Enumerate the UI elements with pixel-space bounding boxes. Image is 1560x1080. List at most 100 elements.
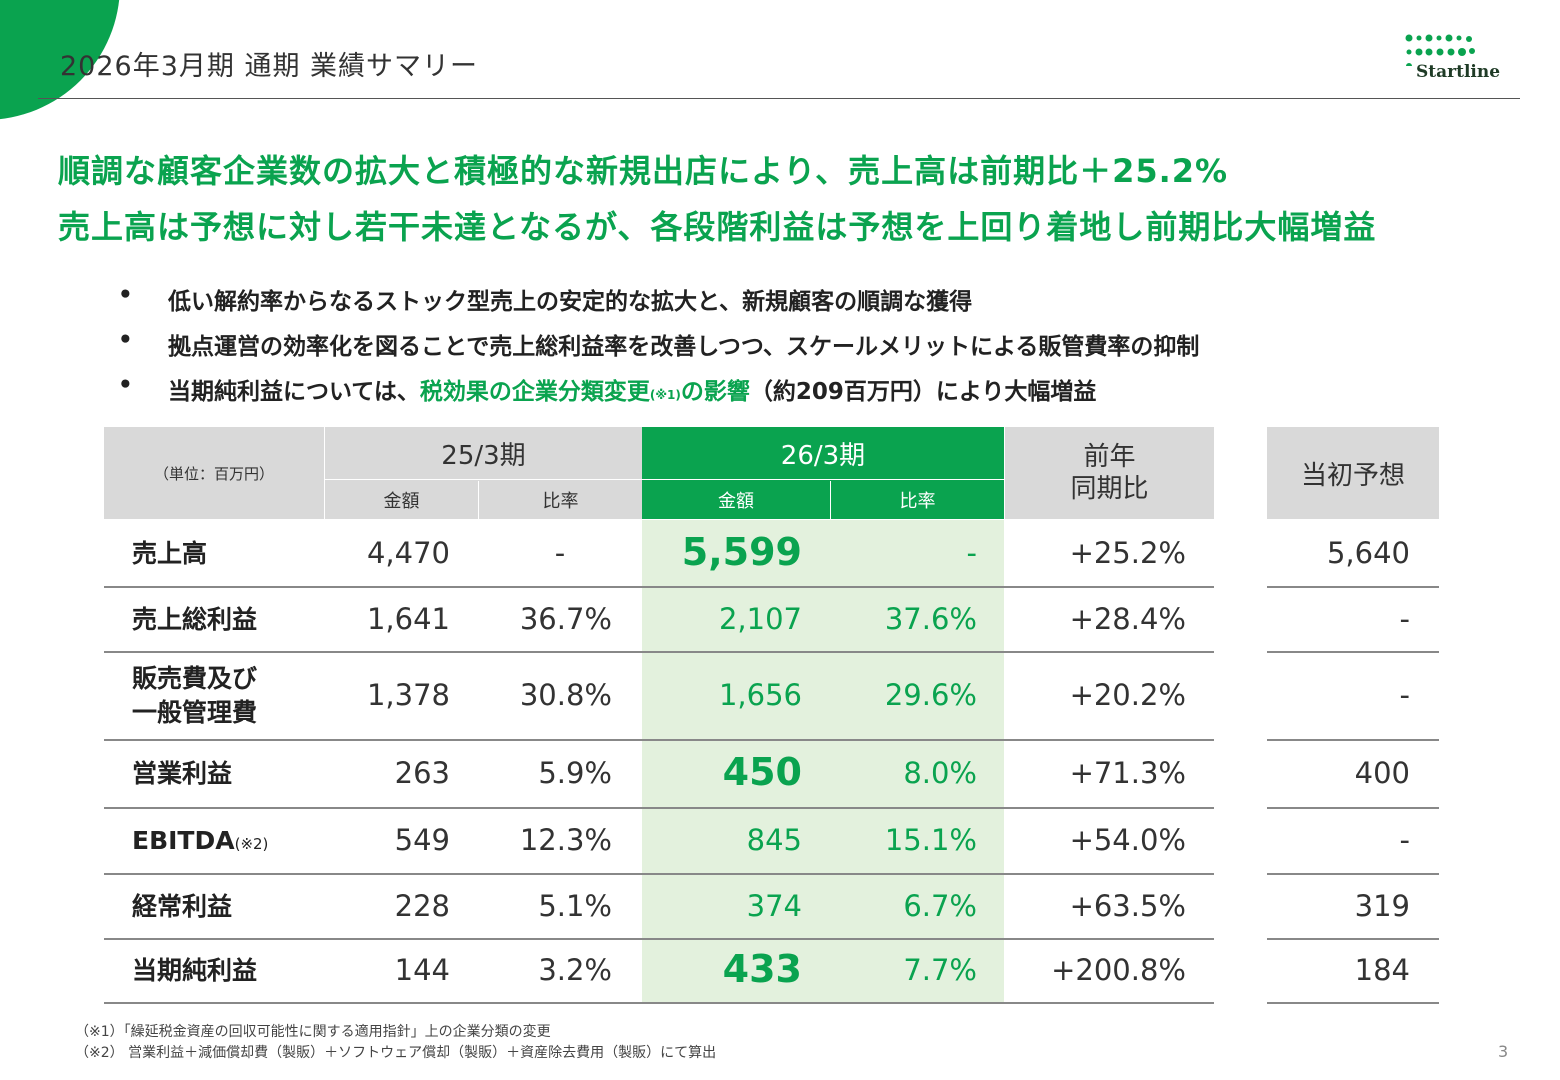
header-divider — [324, 427, 325, 519]
row-separator — [104, 873, 1214, 875]
row-label-text: EBITDA — [132, 826, 235, 855]
cell-curr-ratio: 6.7% — [903, 888, 977, 923]
cell-yoy: +63.5% — [1069, 888, 1186, 923]
unit-label: （単位：百万円） — [153, 464, 274, 483]
cell-prev-amount: 1,641 — [366, 601, 450, 636]
cell-prev-ratio: 3.2% — [538, 953, 612, 987]
row-label-text: 売上総利益 — [132, 604, 258, 634]
cell-curr-amount: 1,656 — [718, 678, 802, 712]
row-separator — [104, 938, 1214, 940]
headline-line-1: 順調な顧客企業数の拡大と積極的な新規出店により、売上高は前期比＋25.2% — [58, 152, 1229, 190]
column-header-yoy: 前年 同期比 — [1070, 442, 1149, 504]
cell-yoy: +200.8% — [1051, 953, 1186, 987]
footnote-1: （※1）「繰延税金資産の回収可能性に関する適用指針」上の企業分類の変更 — [75, 1024, 551, 1040]
bullet-text: 低い解約率からなるストック型売上の安定的な拡大と、新規顧客の順調な獲得 — [168, 289, 973, 315]
cell-prev-amount: 144 — [394, 953, 450, 987]
header-divider — [325, 479, 1004, 480]
row-label: 当期純利益 — [132, 954, 257, 988]
cell-curr-amount: 845 — [746, 823, 802, 857]
table-header-current — [642, 427, 1004, 519]
headline-line-2: 売上高は予想に対し若干未達となるが、各段階利益は予想を上回り着地し前期比大幅増益 — [58, 208, 1377, 246]
cell-prev-ratio: 5.9% — [538, 756, 612, 790]
row-separator — [1267, 807, 1439, 809]
row-label: 営業利益 — [132, 757, 232, 791]
subheader-ratio: 比率 — [899, 490, 936, 512]
header-divider — [478, 481, 479, 519]
row-label-text: 経常利益 — [132, 891, 233, 921]
cell-prev-ratio: - — [554, 535, 566, 570]
row-separator — [1267, 1002, 1439, 1004]
subheader-ratio: 比率 — [542, 490, 579, 512]
corner-decoration — [0, 0, 120, 120]
cell-prev-ratio: 36.7% — [519, 601, 612, 636]
bullet-marker: • — [118, 372, 133, 398]
row-label: 売上総利益 — [132, 603, 257, 637]
column-header-prev: 25/3期 — [441, 440, 526, 471]
row-label: EBITDA(※2) — [132, 824, 268, 861]
forecast-header — [1267, 427, 1439, 519]
row-separator — [1267, 938, 1439, 940]
row-label: 経常利益 — [132, 890, 232, 924]
footnote-2: （※2） 営業利益＋減価償却費（製販）＋ソフトウェア償却（製販）＋資産除去費用（… — [75, 1045, 717, 1061]
cell-forecast: - — [1399, 678, 1410, 712]
logo-text: Startline — [1416, 62, 1501, 82]
cell-forecast: 400 — [1354, 756, 1410, 790]
cell-curr-ratio: 8.0% — [903, 756, 977, 790]
cell-prev-amount: 4,470 — [366, 535, 450, 570]
bullet-text: 当期純利益については、税効果の企業分類変更(※1)の影響（約209百万円）により… — [168, 372, 1096, 406]
current-period-highlight — [642, 520, 1004, 1003]
bullet-text-part: 当期純利益については、 — [168, 379, 420, 405]
row-separator — [1267, 739, 1439, 741]
column-header-curr: 26/3期 — [780, 440, 866, 471]
cell-forecast: 319 — [1354, 888, 1410, 923]
bullet-marker: • — [118, 282, 133, 308]
cell-curr-ratio: 29.6% — [884, 678, 977, 712]
row-separator — [104, 1002, 1214, 1004]
header-divider — [830, 481, 831, 519]
cell-curr-amount: 450 — [722, 750, 802, 794]
row-separator — [1267, 873, 1439, 875]
cell-yoy: +25.2% — [1069, 535, 1186, 570]
bullet-highlight: 税効果の企業分類変更 — [419, 379, 650, 405]
row-separator — [1267, 586, 1439, 588]
cell-prev-amount: 1,378 — [366, 678, 450, 712]
cell-yoy: +28.4% — [1069, 601, 1186, 636]
column-header-forecast: 当初予想 — [1300, 460, 1405, 491]
row-label-text: 当期純利益 — [132, 956, 258, 985]
cell-curr-ratio: 37.6% — [884, 601, 977, 636]
row-separator — [104, 807, 1214, 809]
cell-curr-amount: 433 — [722, 947, 802, 991]
header-divider — [38, 98, 1520, 99]
cell-curr-amount: 2,107 — [718, 601, 802, 636]
subheader-amount: 金額 — [383, 490, 420, 512]
cell-curr-ratio: 7.7% — [903, 953, 977, 987]
cell-curr-amount: 374 — [746, 888, 802, 923]
logo-dots-icon — [1405, 34, 1475, 66]
cell-prev-amount: 263 — [394, 756, 450, 790]
row-label-note: (※2) — [234, 835, 269, 853]
cell-curr-ratio: - — [966, 535, 977, 570]
cell-forecast: 184 — [1354, 953, 1410, 987]
row-separator — [104, 739, 1214, 741]
cell-forecast: - — [1399, 601, 1410, 636]
row-label-text: 販売費及び 一般管理費 — [132, 664, 258, 727]
cell-forecast: - — [1399, 823, 1410, 857]
startline-logo: Startline — [1400, 32, 1515, 88]
cell-prev-ratio: 5.1% — [538, 888, 612, 923]
bullet-text: 拠点運営の効率化を図ることで売上総利益率を改善しつつ、スケールメリットによる販管… — [168, 334, 1200, 360]
header-divider — [1004, 427, 1005, 519]
bullet-note-ref: (※1) — [649, 388, 681, 402]
cell-yoy: +71.3% — [1069, 756, 1186, 790]
cell-prev-amount: 549 — [394, 823, 450, 857]
bullet-highlight: の影響 — [680, 379, 750, 405]
cell-curr-ratio: 15.1% — [884, 823, 977, 857]
row-label: 販売費及び 一般管理費 — [132, 662, 257, 730]
page-number: 3 — [1498, 1042, 1509, 1061]
row-separator — [1267, 651, 1439, 653]
row-separator — [104, 586, 1214, 588]
cell-prev-ratio: 12.3% — [519, 823, 612, 857]
bullet-text-part: （約209百万円）により大幅増益 — [749, 379, 1097, 405]
subheader-amount: 金額 — [718, 490, 754, 512]
row-label-text: 売上高 — [132, 538, 208, 568]
row-separator — [104, 651, 1214, 653]
